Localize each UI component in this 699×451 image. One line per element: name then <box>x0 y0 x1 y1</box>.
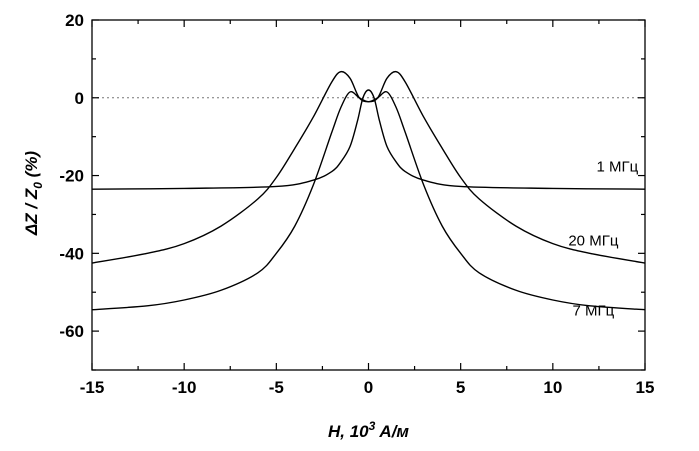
y-tick-label: 0 <box>75 89 84 108</box>
series-1mhz-line <box>91 89 646 190</box>
plot-frame <box>91 19 646 371</box>
plot-area <box>91 19 646 371</box>
y-tick-label: -40 <box>59 244 84 263</box>
x-axis-title: H, 103 A/м <box>328 419 409 441</box>
series-7mhz-line <box>91 90 646 311</box>
x-tick-label: 0 <box>364 378 373 397</box>
series-20mhz-label: 20 МГц <box>568 233 618 250</box>
series-7mhz-label: 7 МГц <box>573 303 615 320</box>
y-tick-label: -60 <box>59 322 84 341</box>
x-tick-label: -5 <box>269 378 284 397</box>
y-tick-label: -20 <box>59 167 84 186</box>
x-tick-label: -15 <box>80 378 105 397</box>
x-tick-label: -10 <box>172 378 197 397</box>
series-20mhz-line <box>91 70 646 264</box>
y-axis-title: ΔZ / Z0 (%) <box>22 151 45 237</box>
chart-labels: -15 -10 -5 0 5 10 15 -60 -40 -20 0 20 H, 103 A/м ΔZ /… <box>22 11 654 441</box>
y-tick-label: 20 <box>65 11 84 30</box>
x-tick-label: 10 <box>543 378 562 397</box>
series-1mhz-label: 1 МГц <box>596 159 638 176</box>
x-tick-label: 5 <box>456 378 465 397</box>
x-tick-label: 15 <box>636 378 655 397</box>
